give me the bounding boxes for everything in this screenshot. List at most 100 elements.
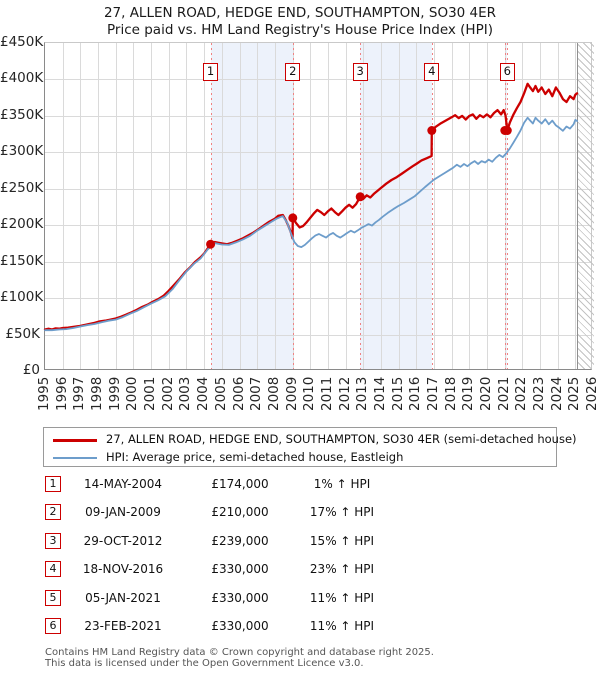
x-tick-label: 2020 bbox=[477, 376, 494, 411]
sale-date-dashed-line bbox=[431, 43, 433, 369]
sale-table-row: 5 05-JAN-2021 £330,000 11% ↑ HPI bbox=[0, 589, 600, 610]
x-tick-label: 2011 bbox=[318, 376, 335, 411]
x-tick-label: 2023 bbox=[531, 376, 547, 411]
vertical-gridline bbox=[168, 43, 170, 369]
ownership-period-shade bbox=[210, 43, 293, 369]
page-title: 27, ALLEN ROAD, HEDGE END, SOUTHAMPTON, … bbox=[103, 5, 497, 21]
x-tick-label: 1998 bbox=[89, 376, 105, 411]
future-hatch-zone bbox=[577, 43, 594, 369]
vertical-gridline bbox=[575, 43, 577, 369]
vertical-gridline bbox=[557, 43, 559, 369]
sale-price: £330,000 bbox=[211, 562, 269, 577]
vertical-gridline bbox=[257, 43, 259, 369]
x-tick-label: 2008 bbox=[265, 376, 282, 411]
x-tick-label: 2024 bbox=[548, 376, 565, 411]
sale-number-badge: 1 bbox=[45, 476, 61, 492]
x-tick-label: 2015 bbox=[389, 376, 406, 411]
horizontal-gridline bbox=[45, 79, 591, 81]
y-tick-label: £0 bbox=[22, 362, 40, 378]
sale-number-badge: 2 bbox=[45, 504, 61, 521]
horizontal-gridline bbox=[45, 188, 591, 190]
sale-vs-hpi: 23% ↑ HPI bbox=[309, 562, 375, 577]
price-paid-line bbox=[43, 82, 579, 331]
vertical-gridline bbox=[416, 43, 418, 369]
vertical-gridline bbox=[274, 43, 276, 369]
sale-date: 18-NOV-2016 bbox=[82, 562, 164, 577]
y-tick-label: £100K bbox=[0, 289, 44, 306]
vertical-gridline bbox=[486, 43, 488, 369]
legend-label: 27, ALLEN ROAD, HEDGE END, SOUTHAMPTON, … bbox=[106, 432, 577, 446]
horizontal-gridline bbox=[45, 334, 591, 336]
sale-table-row: 2 09-JAN-2009 £210,000 17% ↑ HPI bbox=[0, 504, 600, 524]
x-tick-label: 2012 bbox=[336, 376, 353, 411]
x-tick-label: 2025 bbox=[566, 376, 583, 411]
sale-number-badge: 3 bbox=[45, 532, 61, 549]
vertical-gridline bbox=[239, 43, 241, 369]
sale-point-marker bbox=[355, 192, 365, 202]
vertical-gridline bbox=[115, 43, 117, 369]
vertical-gridline bbox=[363, 43, 365, 369]
y-tick-label: £450K bbox=[0, 34, 44, 50]
x-tick-label: 2016 bbox=[407, 376, 424, 411]
sale-table-row: 6 23-FEB-2021 £330,000 11% ↑ HPI bbox=[0, 618, 600, 638]
y-tick-label: £300K bbox=[0, 143, 44, 160]
sale-vs-hpi: 15% ↑ HPI bbox=[309, 533, 375, 548]
sale-number-badge: 5 bbox=[45, 589, 61, 606]
vertical-gridline bbox=[133, 43, 135, 369]
horizontal-gridline bbox=[45, 225, 591, 227]
x-tick-label: 2018 bbox=[442, 376, 459, 411]
sale-price: £330,000 bbox=[211, 590, 269, 605]
footer-line-1: Contains HM Land Registry data © Crown c… bbox=[45, 647, 434, 658]
sale-point-marker bbox=[206, 239, 216, 249]
sale-point-marker bbox=[427, 126, 437, 135]
x-tick-label: 2021 bbox=[495, 376, 512, 411]
x-tick-label: 2013 bbox=[354, 376, 371, 411]
ownership-period-shade bbox=[360, 43, 432, 369]
sale-date-dashed-line bbox=[507, 43, 509, 369]
horizontal-gridline bbox=[45, 115, 591, 117]
sale-point-marker bbox=[502, 126, 512, 135]
ownership-period-shade bbox=[504, 43, 508, 369]
x-tick-label: 1996 bbox=[53, 376, 70, 411]
x-tick-label: 1995 bbox=[36, 376, 52, 411]
x-tick-label: 2022 bbox=[513, 376, 530, 411]
sale-table-row: 3 29-OCT-2012 £239,000 15% ↑ HPI bbox=[0, 532, 600, 553]
sale-table-row: 4 18-NOV-2016 £330,000 23% ↑ HPI bbox=[0, 561, 600, 581]
hpi-line bbox=[44, 116, 578, 332]
price-lines-canvas bbox=[43, 82, 579, 332]
sale-number-box: 3 bbox=[352, 63, 368, 81]
vertical-gridline bbox=[186, 43, 188, 369]
vertical-gridline bbox=[433, 43, 435, 369]
vertical-gridline bbox=[522, 43, 524, 369]
sale-number-box: 4 bbox=[424, 63, 440, 81]
y-tick-label: £400K bbox=[0, 70, 44, 87]
sale-vs-hpi: 11% ↑ HPI bbox=[309, 619, 375, 633]
x-tick-label: 2026 bbox=[584, 376, 600, 411]
sale-number-box: 6 bbox=[499, 63, 515, 81]
vertical-gridline bbox=[327, 43, 329, 369]
legend-entry: 27, ALLEN ROAD, HEDGE END, SOUTHAMPTON, … bbox=[44, 431, 577, 449]
sale-date-dashed-line bbox=[292, 43, 294, 369]
y-tick-label: £150K bbox=[0, 252, 44, 269]
sale-date: 05-JAN-2021 bbox=[85, 590, 161, 605]
sale-date: 29-OCT-2012 bbox=[83, 533, 163, 548]
legend-entry: HPI: Average price, semi-detached house,… bbox=[44, 449, 556, 467]
y-tick-label: £250K bbox=[0, 179, 44, 196]
sale-vs-hpi: 1% ↑ HPI bbox=[313, 477, 371, 491]
sale-table-row: 1 14-MAY-2004 £174,000 1% ↑ HPI bbox=[0, 476, 600, 496]
plot-area: 1 2 3 4 6 bbox=[43, 42, 594, 370]
x-tick-label: 2001 bbox=[142, 376, 159, 411]
vertical-gridline bbox=[451, 43, 453, 369]
x-tick-label: 2007 bbox=[248, 376, 265, 411]
y-tick-label: £50K bbox=[5, 325, 40, 342]
sale-date: 23-FEB-2021 bbox=[84, 619, 162, 633]
vertical-gridline bbox=[540, 43, 541, 369]
sale-number-badge: 4 bbox=[45, 561, 61, 578]
vertical-gridline bbox=[98, 43, 99, 369]
x-tick-label: 2014 bbox=[371, 376, 388, 411]
sale-price: £330,000 bbox=[211, 619, 269, 633]
vertical-gridline bbox=[62, 43, 64, 369]
horizontal-gridline bbox=[45, 261, 591, 263]
horizontal-gridline bbox=[45, 152, 591, 154]
